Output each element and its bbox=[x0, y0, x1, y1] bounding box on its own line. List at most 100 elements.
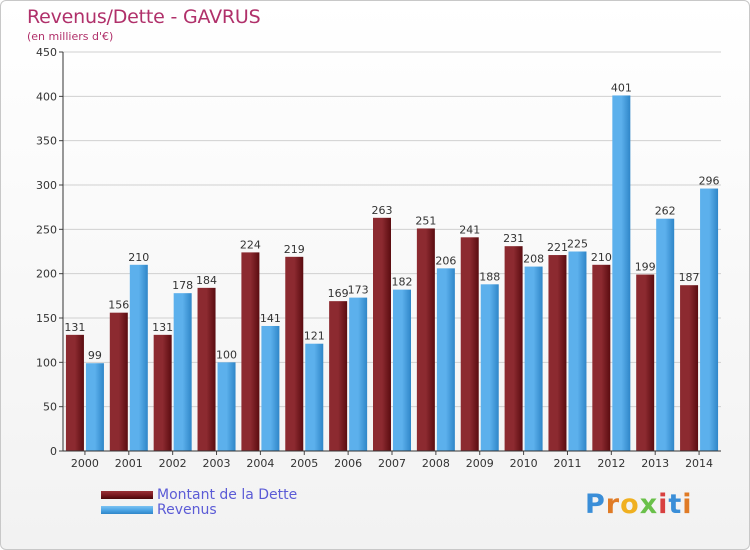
logo-letter: i bbox=[682, 489, 693, 520]
bar-dette bbox=[636, 274, 655, 451]
bar-dette bbox=[197, 287, 216, 451]
y-tick-label: 450 bbox=[36, 46, 57, 59]
bar-revenus bbox=[393, 289, 411, 451]
data-label-revenus: 173 bbox=[348, 284, 369, 297]
data-label-dette: 131 bbox=[64, 321, 85, 334]
data-label-revenus: 208 bbox=[523, 253, 544, 266]
y-tick-label: 350 bbox=[36, 135, 57, 148]
data-label-revenus: 210 bbox=[128, 251, 149, 264]
bar-dette bbox=[329, 301, 348, 451]
legend: Montant de la Dette Revenus bbox=[101, 486, 298, 518]
data-label-dette: 187 bbox=[679, 271, 700, 284]
logo-letter: P bbox=[585, 489, 606, 520]
x-tick-label: 2003 bbox=[203, 457, 231, 470]
bar-revenus bbox=[700, 188, 719, 451]
bar-revenus bbox=[349, 297, 368, 451]
data-label-revenus: 141 bbox=[260, 312, 281, 325]
x-tick-label: 2006 bbox=[334, 457, 362, 470]
bar-dette bbox=[460, 237, 479, 451]
y-tick-label: 100 bbox=[36, 356, 57, 369]
bar-revenus bbox=[656, 218, 675, 451]
y-tick-label: 300 bbox=[36, 179, 57, 192]
data-label-dette: 224 bbox=[240, 238, 261, 251]
legend-item-dette: Montant de la Dette bbox=[101, 486, 298, 503]
bar-revenus bbox=[568, 251, 587, 451]
data-label-dette: 241 bbox=[459, 223, 480, 236]
bar-dette bbox=[241, 252, 260, 451]
legend-label-revenus: Revenus bbox=[157, 501, 217, 518]
data-label-revenus: 262 bbox=[655, 205, 676, 218]
x-tick-label: 2011 bbox=[553, 457, 581, 470]
data-label-dette: 156 bbox=[108, 299, 129, 312]
x-tick-label: 2002 bbox=[159, 457, 187, 470]
y-tick-label: 150 bbox=[36, 312, 57, 325]
legend-label-dette: Montant de la Dette bbox=[157, 486, 298, 503]
y-tick-label: 0 bbox=[50, 445, 57, 458]
data-label-dette: 221 bbox=[547, 241, 568, 254]
legend-swatch-dette bbox=[101, 490, 153, 499]
data-label-revenus: 401 bbox=[611, 81, 632, 94]
data-label-revenus: 225 bbox=[567, 238, 588, 251]
x-tick-label: 2001 bbox=[115, 457, 143, 470]
bar-dette bbox=[680, 285, 699, 451]
x-tick-label: 2004 bbox=[246, 457, 274, 470]
data-label-dette: 219 bbox=[284, 243, 305, 256]
data-label-dette: 210 bbox=[591, 251, 612, 264]
chart-subtitle: (en milliers d'€) bbox=[27, 30, 114, 43]
data-label-revenus: 100 bbox=[216, 348, 237, 361]
data-label-dette: 131 bbox=[152, 321, 173, 334]
bar-revenus bbox=[305, 343, 324, 451]
y-tick-label: 200 bbox=[36, 268, 57, 281]
bar-dette bbox=[65, 334, 84, 451]
bar-dette bbox=[373, 217, 391, 451]
y-tick-label: 400 bbox=[36, 90, 57, 103]
x-tick-label: 2005 bbox=[290, 457, 318, 470]
data-label-dette: 231 bbox=[503, 232, 524, 245]
bar-revenus bbox=[524, 266, 543, 451]
data-label-dette: 263 bbox=[372, 204, 393, 217]
data-label-revenus: 296 bbox=[699, 175, 720, 188]
x-tick-label: 2010 bbox=[510, 457, 538, 470]
bar-dette bbox=[153, 334, 172, 451]
x-tick-label: 2012 bbox=[597, 457, 625, 470]
x-tick-label: 2000 bbox=[71, 457, 99, 470]
bar-dette bbox=[504, 246, 523, 451]
logo-letter: o bbox=[620, 489, 640, 520]
data-label-dette: 199 bbox=[635, 261, 656, 274]
bar-revenus bbox=[612, 95, 631, 452]
bar-revenus bbox=[436, 268, 455, 451]
bar-revenus bbox=[261, 325, 280, 451]
logo-letter: t bbox=[668, 489, 683, 520]
bar-dette bbox=[285, 256, 304, 451]
logo-letter: i bbox=[658, 489, 669, 520]
bar-revenus bbox=[480, 284, 499, 451]
x-tick-label: 2009 bbox=[466, 457, 494, 470]
proxiti-logo: Proxiti bbox=[585, 489, 693, 520]
x-tick-label: 2013 bbox=[641, 457, 669, 470]
x-tick-label: 2007 bbox=[378, 457, 406, 470]
bar-dette bbox=[109, 312, 128, 451]
x-tick-label: 2008 bbox=[422, 457, 450, 470]
data-label-revenus: 182 bbox=[392, 276, 413, 289]
logo-letter: r bbox=[605, 489, 621, 520]
x-tick-label: 2014 bbox=[685, 457, 713, 470]
data-label-dette: 184 bbox=[196, 274, 217, 287]
y-tick-label: 50 bbox=[43, 401, 57, 414]
data-label-dette: 169 bbox=[328, 287, 349, 300]
data-label-revenus: 206 bbox=[435, 254, 456, 267]
bar-dette bbox=[416, 228, 435, 451]
bar-dette bbox=[548, 255, 567, 451]
bar-revenus bbox=[129, 264, 148, 451]
bar-revenus bbox=[217, 362, 236, 451]
data-label-revenus: 178 bbox=[172, 279, 193, 292]
data-label-dette: 251 bbox=[415, 214, 436, 227]
data-label-revenus: 99 bbox=[88, 349, 102, 362]
bar-dette bbox=[592, 264, 611, 451]
legend-item-revenus: Revenus bbox=[101, 501, 297, 518]
bar-revenus bbox=[173, 293, 192, 451]
legend-swatch-revenus bbox=[101, 505, 153, 514]
y-tick-label: 250 bbox=[36, 223, 57, 236]
chart-title: Revenus/Dette - GAVRUS bbox=[27, 6, 261, 28]
